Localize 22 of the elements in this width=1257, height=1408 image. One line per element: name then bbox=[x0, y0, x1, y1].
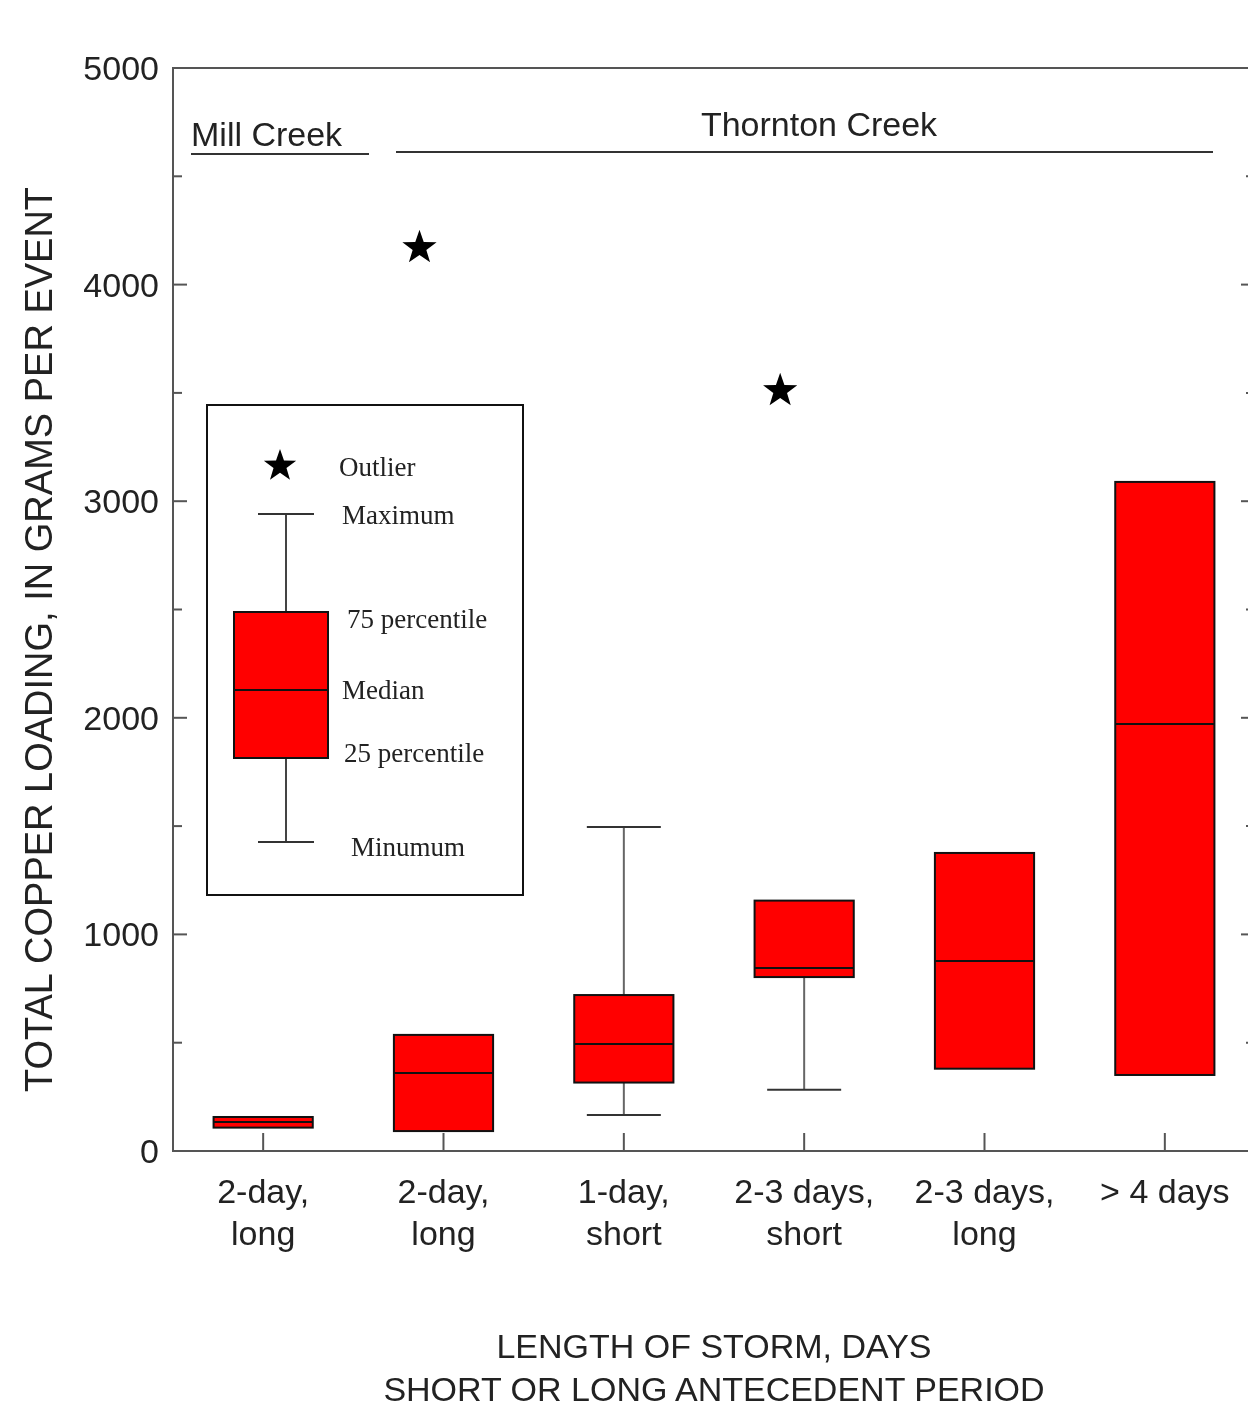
x-tick-label: 2-day, long bbox=[217, 1172, 310, 1252]
annotation: Minumum bbox=[351, 832, 466, 863]
annotation: 75 percentile bbox=[347, 604, 488, 635]
annotation: Median bbox=[342, 675, 425, 706]
annotation: 25 percentile bbox=[344, 738, 485, 769]
y-tick-label: 5000 bbox=[83, 48, 159, 87]
y-tick-label: 4000 bbox=[83, 265, 159, 304]
y-axis-title: TOTAL COPPER LOADING, IN GRAMS PER EVENT bbox=[18, 186, 60, 1093]
x-tick-label: 2-3 days, short bbox=[734, 1172, 875, 1252]
y-tick-label: 0 bbox=[140, 1131, 159, 1170]
annotation: Maximum bbox=[342, 500, 455, 531]
y-tick-label: 1000 bbox=[83, 915, 159, 954]
y-tick-label: 3000 bbox=[83, 482, 159, 521]
annotation: Mill Creek bbox=[191, 115, 344, 153]
x-tick-label: 2-day, long bbox=[397, 1172, 490, 1252]
annotation: Outlier bbox=[339, 452, 416, 483]
x-tick-label: > 4 days bbox=[1100, 1172, 1230, 1210]
x-tick-label: 2-3 days, long bbox=[914, 1172, 1055, 1252]
x-axis-title: LENGTH OF STORM, DAYS SHORT OR LONG ANTECEDENT PERIOD bbox=[383, 1327, 1045, 1408]
y-tick-label: 2000 bbox=[83, 698, 159, 737]
annotation: Thornton Creek bbox=[700, 105, 939, 143]
x-tick-label: 1-day, short bbox=[577, 1172, 670, 1252]
